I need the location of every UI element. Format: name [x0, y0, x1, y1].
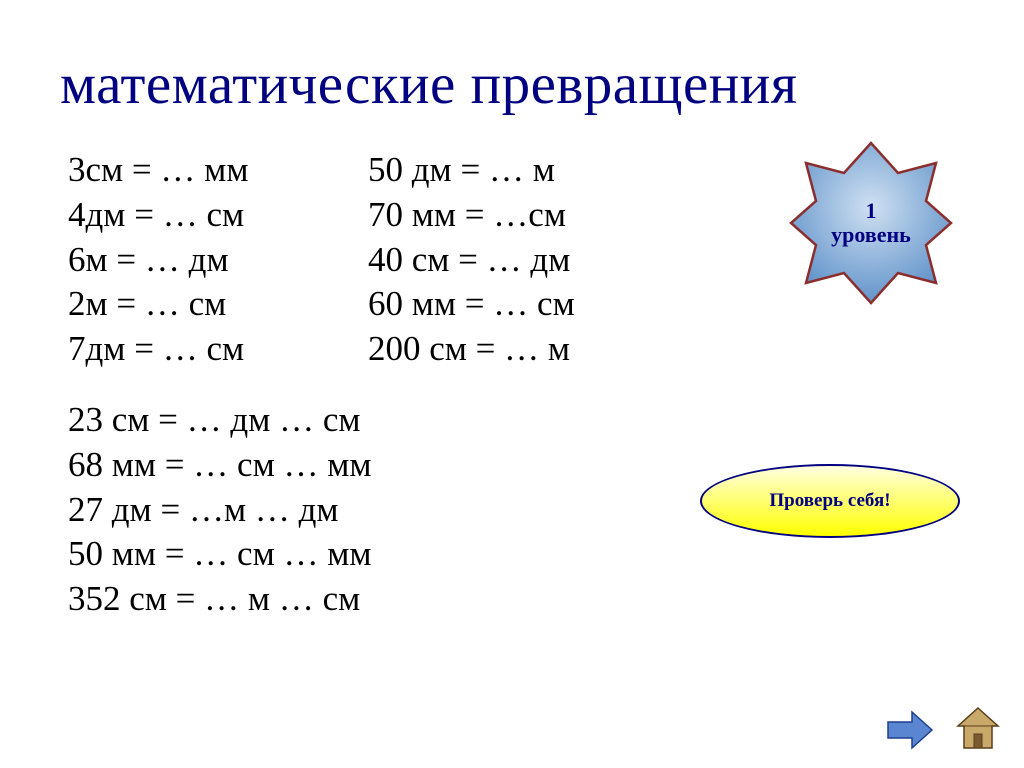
conversion-row: 352 см = … м … см — [68, 577, 575, 622]
home-icon — [956, 706, 1000, 750]
conversion-row: 6м = … дм 40 см = … дм — [68, 238, 575, 283]
conversion-cell: 7дм = … см — [68, 327, 368, 372]
conversion-cell: 4дм = … см — [68, 193, 368, 238]
conversion-row: 2м = … см 60 мм = … см — [68, 282, 575, 327]
arrow-right-icon — [886, 710, 934, 750]
level-star-label: 1 уровень — [831, 199, 911, 247]
conversion-cell: 3см = … мм — [68, 148, 368, 193]
check-yourself-label: Проверь себя! — [769, 490, 890, 512]
page-title: математические превращения — [60, 52, 798, 117]
conversion-row: 23 см = … дм … см — [68, 398, 575, 443]
nav-controls — [886, 706, 1000, 750]
level-line1: 1 — [866, 198, 877, 223]
conversion-cell: 40 см = … дм — [368, 238, 570, 283]
conversion-row: 3см = … мм 50 дм = … м — [68, 148, 575, 193]
slide: математические превращения 3см = … мм 50… — [0, 0, 1024, 768]
conversion-cell: 6м = … дм — [68, 238, 368, 283]
conversion-cell: 60 мм = … см — [368, 282, 575, 327]
conversion-row: 4дм = … см 70 мм = …см — [68, 193, 575, 238]
conversion-row: 50 мм = … см … мм — [68, 532, 575, 577]
conversion-cell: 200 см = … м — [368, 327, 570, 372]
conversion-cell: 2м = … см — [68, 282, 368, 327]
level-star-button[interactable]: 1 уровень — [786, 138, 956, 308]
home-button[interactable] — [956, 706, 1000, 750]
conversion-cell: 70 мм = …см — [368, 193, 566, 238]
conversion-row: 68 мм = … см … мм — [68, 443, 575, 488]
conversion-cell: 50 дм = … м — [368, 148, 555, 193]
next-button[interactable] — [886, 710, 934, 750]
two-column-block: 3см = … мм 50 дм = … м 4дм = … см 70 мм … — [68, 148, 575, 372]
check-yourself-button[interactable]: Проверь себя! — [700, 464, 960, 538]
content-block: 3см = … мм 50 дм = … м 4дм = … см 70 мм … — [68, 148, 575, 622]
single-column-block: 23 см = … дм … см 68 мм = … см … мм 27 д… — [68, 398, 575, 622]
conversion-row: 7дм = … см 200 см = … м — [68, 327, 575, 372]
conversion-row: 27 дм = …м … дм — [68, 488, 575, 533]
level-line2: уровень — [831, 222, 911, 247]
